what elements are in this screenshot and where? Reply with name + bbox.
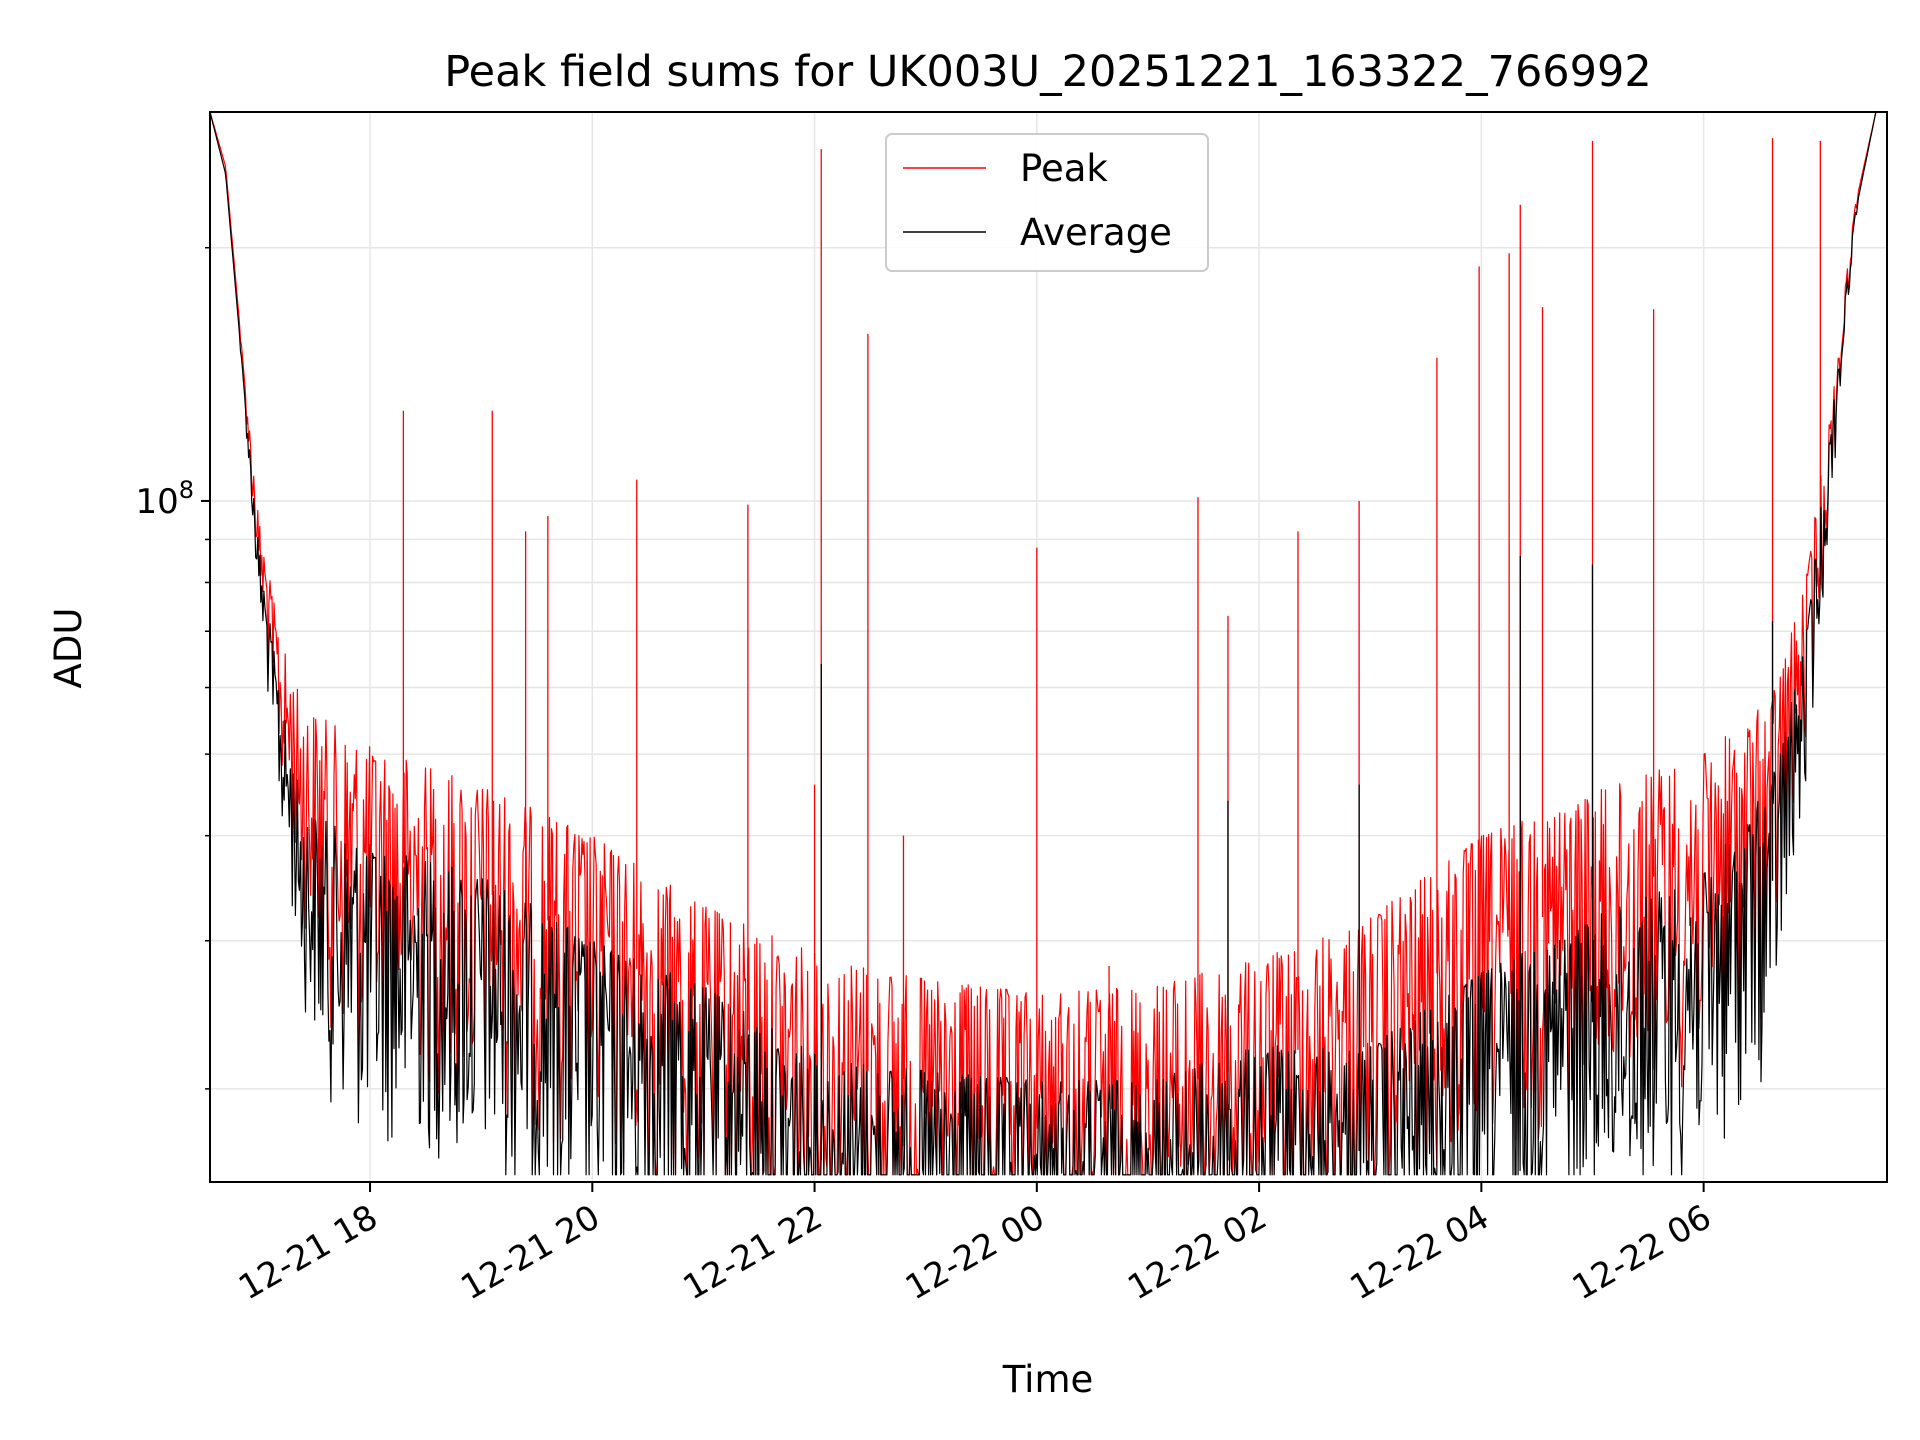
legend-average-label: Average [1020,211,1172,254]
legend: Peak Average [885,133,1209,272]
plot-series [209,111,1887,1176]
y-tick-label: 108 [135,476,194,522]
y-axis-label: ADU [47,608,90,689]
legend-peak-label: Peak [1020,147,1108,190]
series-line-average [209,111,1887,1176]
x-axis-label: Time [1002,1358,1094,1401]
chart-title: Peak field sums for UK003U_20251221_1633… [444,47,1652,97]
plot-frame [209,111,1888,1183]
